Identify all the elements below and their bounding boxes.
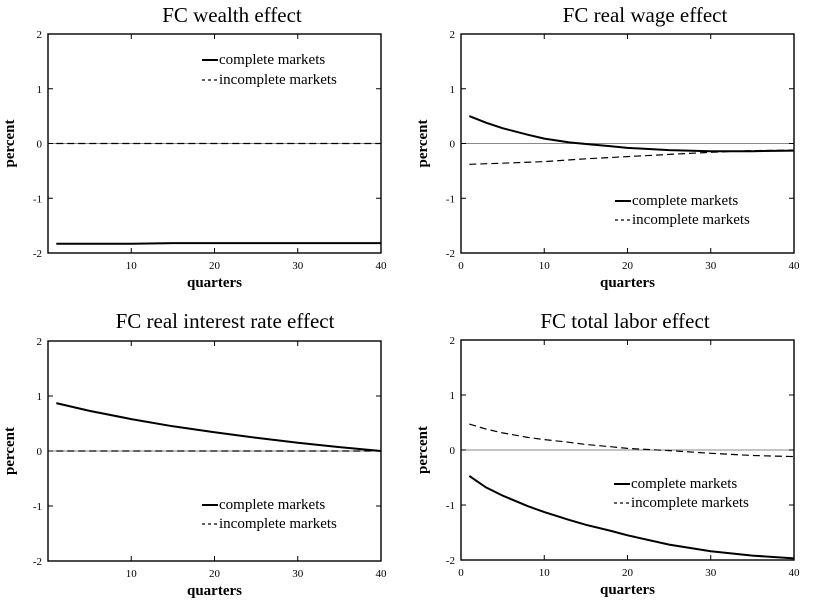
x-axis-label: quarters: [600, 582, 655, 598]
incomplete-markets-line: [469, 149, 795, 165]
legend-label: incomplete markets: [631, 495, 749, 511]
x-tick-label: 40: [376, 260, 388, 272]
x-tick-label: 0: [458, 260, 464, 272]
x-tick-label: 30: [292, 568, 304, 580]
legend-label: incomplete markets: [632, 212, 750, 228]
x-tick-label: 30: [292, 260, 304, 272]
x-tick-label: 30: [705, 260, 717, 272]
x-tick-label: 20: [622, 260, 634, 272]
y-tick-label: 0: [450, 139, 456, 151]
y-tick-label: 1: [37, 84, 43, 96]
x-tick-label: 40: [376, 568, 388, 580]
x-tick-label: 40: [789, 260, 801, 272]
complete-markets-line: [56, 242, 381, 245]
y-tick-label: 1: [450, 390, 456, 402]
x-tick-label: 10: [126, 260, 138, 272]
y-axis-label: percent: [415, 426, 431, 474]
legend: complete markets incomplete markets: [202, 497, 337, 532]
legend-label: complete markets: [219, 52, 325, 68]
x-tick-label: 10: [126, 568, 138, 580]
chart-title: FC real interest rate effect: [116, 309, 335, 333]
x-tick-label: 30: [705, 567, 717, 579]
y-tick-label: -2: [33, 248, 42, 260]
incomplete-markets-line: [469, 423, 795, 458]
legend-label: complete markets: [632, 193, 738, 209]
x-tick-label: 20: [622, 567, 634, 579]
complete-markets-line: [468, 115, 795, 153]
chart-title: FC wealth effect: [162, 3, 302, 27]
y-tick-label: -1: [33, 193, 42, 205]
y-tick-label: 1: [450, 84, 456, 96]
legend-label: complete markets: [219, 497, 325, 513]
legend-label: incomplete markets: [219, 516, 337, 532]
y-tick-label: -2: [33, 556, 42, 568]
legend: complete markets incomplete markets: [614, 476, 749, 511]
complete-markets-line: [468, 475, 795, 560]
legend-label: incomplete markets: [219, 72, 337, 88]
y-axis-label: percent: [2, 119, 18, 167]
y-tick-label: 2: [450, 335, 456, 347]
x-tick-label: 0: [458, 567, 464, 579]
legend: complete markets incomplete markets: [615, 193, 750, 228]
y-axis-label: percent: [2, 427, 18, 475]
legend: complete markets incomplete markets: [202, 52, 337, 88]
y-axis-label: percent: [415, 119, 431, 167]
y-tick-label: -2: [446, 248, 455, 260]
y-tick-label: -1: [33, 501, 42, 513]
y-tick-label: 0: [37, 446, 43, 458]
chart-title: FC real wage effect: [563, 3, 728, 27]
x-tick-label: 10: [539, 567, 551, 579]
legend-label: complete markets: [631, 476, 737, 492]
x-tick-label: 20: [209, 260, 221, 272]
y-tick-label: -2: [446, 555, 455, 567]
x-tick-label: 40: [789, 567, 801, 579]
y-tick-label: 0: [37, 139, 43, 151]
complete-markets-line: [56, 402, 382, 452]
x-axis-label: quarters: [187, 275, 242, 291]
x-tick-label: 20: [209, 568, 221, 580]
x-axis-label: quarters: [187, 583, 242, 599]
y-tick-label: -1: [446, 193, 455, 205]
x-tick-label: 10: [539, 260, 551, 272]
y-tick-label: 2: [37, 29, 43, 41]
y-tick-label: -1: [446, 500, 455, 512]
y-tick-label: 2: [37, 336, 43, 348]
chart-title: FC total labor effect: [540, 309, 709, 333]
x-axis-label: quarters: [600, 275, 655, 291]
y-tick-label: 2: [450, 29, 456, 41]
y-tick-label: 1: [37, 391, 43, 403]
y-tick-label: 0: [450, 445, 456, 457]
